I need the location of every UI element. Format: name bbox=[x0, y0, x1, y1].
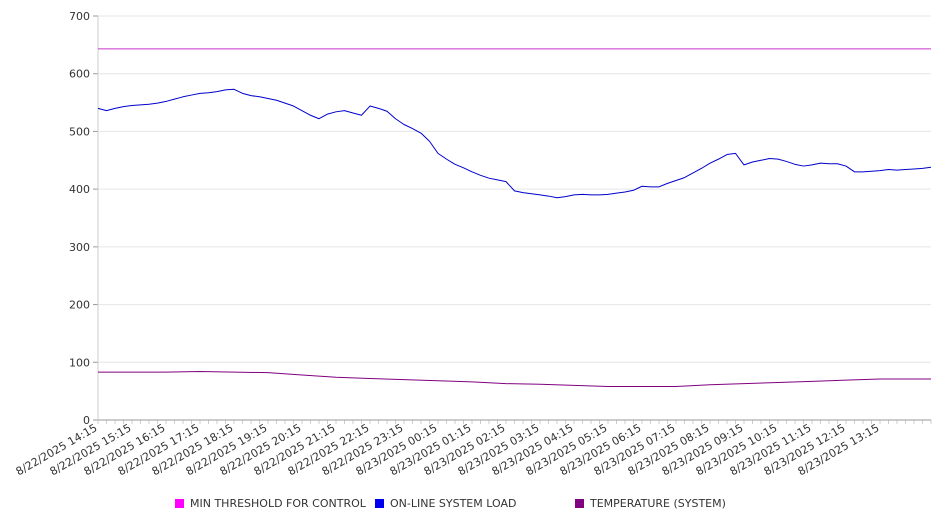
y-tick-label: 500 bbox=[69, 125, 90, 138]
y-tick-label: 200 bbox=[69, 299, 90, 312]
y-tick-label: 100 bbox=[69, 356, 90, 369]
legend-swatch-icon bbox=[375, 499, 384, 508]
legend-item-min-threshold: MIN THRESHOLD FOR CONTROL bbox=[175, 497, 366, 510]
series-line-system-load bbox=[97, 88, 932, 199]
y-tick-label: 300 bbox=[69, 241, 90, 254]
series-group bbox=[97, 48, 932, 388]
legend-item-temperature: TEMPERATURE (SYSTEM) bbox=[575, 497, 726, 510]
legend-label: ON-LINE SYSTEM LOAD bbox=[390, 497, 517, 510]
legend-swatch-icon bbox=[175, 499, 184, 508]
legend-swatch-icon bbox=[575, 499, 584, 508]
series-line-temperature bbox=[98, 371, 931, 388]
legend-label: TEMPERATURE (SYSTEM) bbox=[590, 497, 726, 510]
y-tick-label: 700 bbox=[69, 10, 90, 23]
legend-item-system-load: ON-LINE SYSTEM LOAD bbox=[375, 497, 516, 510]
y-tick-label: 0 bbox=[83, 414, 90, 427]
y-tick-label: 400 bbox=[69, 183, 90, 196]
x-axis: 8/22/2025 14:158/22/2025 15:158/22/2025 … bbox=[14, 420, 932, 478]
grid-lines bbox=[98, 15, 931, 421]
legend: MIN THRESHOLD FOR CONTROL ON-LINE SYSTEM… bbox=[0, 497, 946, 515]
y-tick-label: 600 bbox=[69, 68, 90, 81]
y-axis: 0 100 200 300 400 500 600 700 bbox=[69, 10, 99, 427]
legend-label: MIN THRESHOLD FOR CONTROL bbox=[190, 497, 366, 510]
